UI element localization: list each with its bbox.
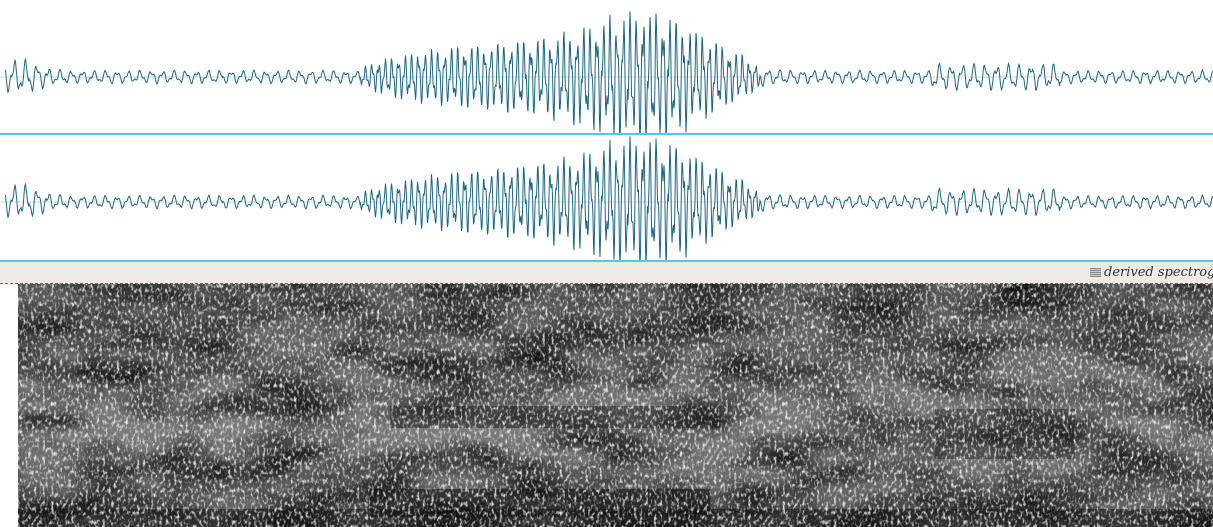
channel-separator (0, 133, 1213, 135)
spectrogram (18, 284, 1213, 527)
spectrogram-detail (18, 284, 1213, 527)
tier-header: derived spectrogram (0, 262, 1213, 284)
channel-separator (0, 260, 1213, 262)
waveform-channel-1 (0, 11, 1213, 134)
spectrogram-label-text: derived spectrogram (1104, 265, 1213, 280)
waveform (4, 11, 1213, 134)
waveform (4, 136, 1213, 261)
waveform-channel-2 (0, 136, 1213, 261)
spectrogram-label: derived spectrogram (1090, 265, 1213, 280)
